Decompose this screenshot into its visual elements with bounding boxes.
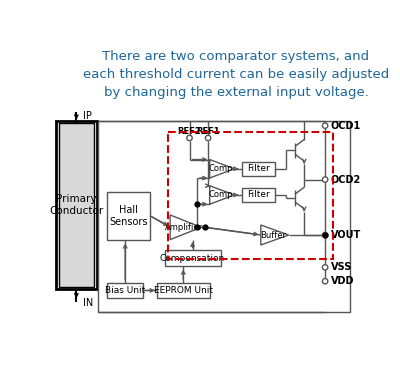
Bar (107, 283, 143, 298)
Bar (58, 123, 94, 287)
Polygon shape (210, 186, 234, 204)
Bar (242, 188, 275, 202)
Bar (98, 121, 350, 312)
Text: VDD: VDD (330, 276, 354, 286)
Circle shape (322, 177, 328, 182)
Circle shape (322, 232, 328, 238)
Text: VOUT: VOUT (330, 230, 361, 240)
Bar (168, 132, 333, 259)
Polygon shape (261, 225, 289, 245)
Text: Amplifier: Amplifier (165, 223, 203, 232)
Circle shape (322, 279, 328, 284)
Text: EEPROM Unit: EEPROM Unit (154, 286, 213, 295)
Circle shape (205, 135, 211, 141)
Text: Bias Unit: Bias Unit (105, 286, 145, 295)
Text: REF1: REF1 (196, 127, 220, 136)
Text: Hall
Sensors: Hall Sensors (110, 205, 148, 226)
Text: Compensation: Compensation (160, 254, 225, 263)
Bar (107, 192, 150, 240)
Text: VSS: VSS (330, 262, 352, 272)
Text: OCD2: OCD2 (330, 175, 361, 185)
Text: IP: IP (82, 110, 92, 121)
Polygon shape (210, 160, 234, 178)
Text: Filter: Filter (247, 164, 270, 173)
Bar (157, 283, 210, 298)
Circle shape (187, 135, 192, 141)
Bar (56, 121, 96, 289)
Text: Primary
Conductor: Primary Conductor (49, 194, 104, 216)
Bar (165, 250, 220, 266)
Circle shape (322, 265, 328, 270)
Text: OCD1: OCD1 (330, 121, 361, 131)
Text: Buffer: Buffer (260, 230, 286, 240)
Text: Comp: Comp (208, 164, 233, 173)
Text: REF2: REF2 (178, 127, 201, 136)
Bar (242, 162, 275, 176)
Polygon shape (170, 215, 201, 240)
Text: Comp: Comp (208, 190, 233, 199)
Circle shape (322, 123, 328, 128)
Text: There are two comparator systems, and
each threshold current can be easily adjus: There are two comparator systems, and ea… (83, 50, 389, 99)
Text: IN: IN (82, 298, 93, 308)
Text: Filter: Filter (247, 190, 270, 199)
